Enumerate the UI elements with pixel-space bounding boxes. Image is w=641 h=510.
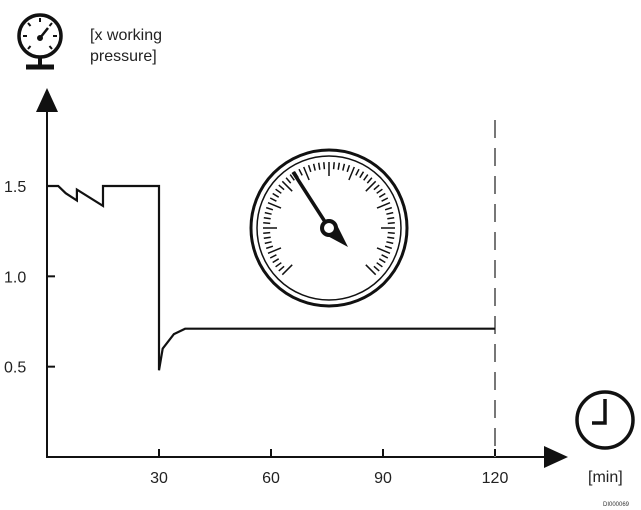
dial-tick [267, 247, 282, 254]
y-axis-label-line1: [x working [90, 27, 162, 44]
dial-tick [365, 264, 377, 276]
dial-tick [281, 180, 293, 192]
dial-tick [263, 236, 271, 240]
dial-tick [263, 231, 271, 234]
x-axis-arrow [544, 446, 568, 468]
pressure-curve-line [47, 184, 495, 371]
dial-tick [381, 254, 389, 259]
dial-tick [365, 180, 377, 192]
dial-tick [307, 164, 312, 173]
dial-tick [387, 231, 395, 234]
dial-tick [386, 241, 394, 245]
y-axis-arrow [36, 88, 58, 112]
dial-tick [384, 245, 393, 250]
dial-tick [265, 245, 274, 250]
dial-tick [376, 188, 383, 194]
dial-tick [265, 206, 274, 211]
dial-tick [381, 197, 389, 202]
y-tick-label: 0.5 [4, 360, 26, 377]
dial-tick [303, 166, 310, 181]
dial-tick [376, 247, 391, 254]
dial-tick [263, 216, 271, 220]
dial-tick [373, 265, 380, 272]
dial-tick [332, 162, 335, 170]
dial-tick [317, 162, 321, 170]
dial-tick [387, 236, 395, 240]
dial-tick [386, 211, 394, 215]
dial-tick [285, 177, 292, 184]
dial-tick [384, 206, 393, 211]
dial-tick [366, 177, 373, 184]
dial-tick [355, 168, 360, 176]
dial-tick [346, 164, 351, 173]
document-code: DI000069 [603, 502, 630, 508]
dial-tick [378, 258, 386, 264]
dial-tick [267, 202, 282, 209]
x-axis-label: [min] [588, 469, 623, 486]
y-tick-label: 1.5 [4, 179, 26, 196]
dial-tick [263, 222, 271, 225]
dial-tick [363, 174, 369, 181]
dial-tick [275, 188, 282, 194]
dial-tick [337, 162, 341, 170]
dial-tick [373, 184, 380, 191]
x-tick-label: 90 [374, 470, 392, 487]
dial-tick [272, 258, 280, 264]
x-tick-label: 120 [482, 470, 509, 487]
dial-tick [264, 241, 272, 245]
x-tick-label: 30 [150, 470, 168, 487]
pressure-dial-icon [249, 148, 409, 308]
dial-tick [278, 184, 285, 191]
dial-tick [269, 197, 277, 202]
dial-tick [289, 174, 295, 181]
dial-tick [359, 171, 365, 179]
dial-tick [387, 216, 395, 220]
dial-tick [378, 192, 386, 198]
dial-tick [278, 265, 285, 272]
clock-icon [575, 390, 635, 450]
y-axis-label-line2: pressure] [90, 48, 157, 65]
x-tick-label: 60 [262, 470, 280, 487]
pressure-gauge-icon [17, 13, 63, 70]
dial-tick [376, 262, 383, 268]
dial-tick [298, 168, 303, 176]
dial-tick [348, 166, 355, 181]
dial-tick [387, 222, 395, 225]
dial-tick [312, 163, 316, 171]
dial-tick [272, 192, 280, 198]
y-tick-label: 1.0 [4, 269, 26, 286]
dial-tick [376, 202, 391, 209]
dial-tick [323, 162, 326, 170]
dial-tick [269, 254, 277, 259]
dial-tick [275, 262, 282, 268]
dial-tick [281, 264, 293, 276]
dial-tick [342, 163, 346, 171]
dial-tick [264, 211, 272, 215]
